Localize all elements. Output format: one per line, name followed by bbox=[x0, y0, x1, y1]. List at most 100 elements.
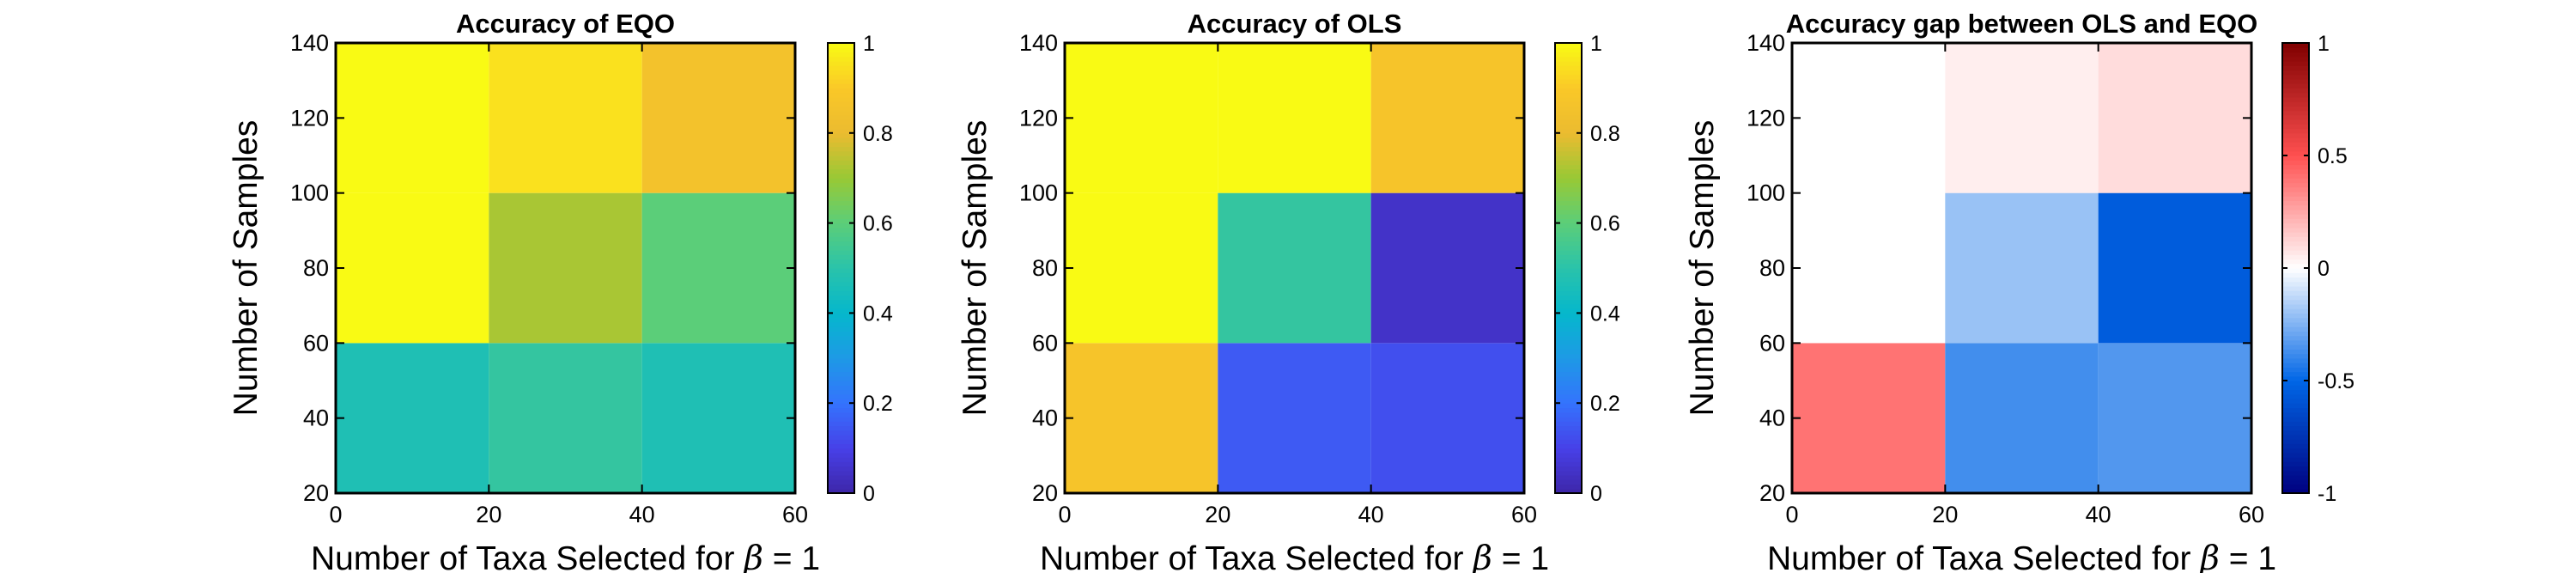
colorbar-segment bbox=[1555, 466, 1582, 472]
colorbar-segment bbox=[2282, 65, 2309, 71]
colorbar-segment bbox=[1555, 452, 1582, 458]
colorbar-segment bbox=[1555, 443, 1582, 449]
panel-ols-accuracy: Accuracy of OLS 0 20 40 60 20 40 60 80 1… bbox=[957, 9, 1620, 573]
beta-symbol: β bbox=[742, 539, 763, 573]
colorbar-segment bbox=[828, 317, 854, 323]
colorbar-segment bbox=[828, 461, 854, 467]
colorbar-segment bbox=[1555, 385, 1582, 391]
y-tick-label: 120 bbox=[290, 105, 329, 131]
x-tick-label: 20 bbox=[476, 502, 501, 527]
colorbar-segment bbox=[1555, 254, 1582, 260]
colorbar-segment bbox=[1555, 421, 1582, 426]
colorbar-segment bbox=[2282, 470, 2309, 476]
heatmap-cell bbox=[2098, 343, 2251, 493]
y-axis-label: Number of Samples bbox=[957, 120, 993, 417]
x-tick-label: 60 bbox=[782, 502, 808, 527]
y-tick-label: 140 bbox=[290, 30, 329, 56]
colorbar-segment bbox=[1555, 299, 1582, 305]
colorbar-segment bbox=[2282, 277, 2309, 283]
colorbar-segment bbox=[2282, 250, 2309, 255]
colorbar-segment bbox=[828, 128, 854, 134]
panel-eqo-accuracy: Accuracy of EQO 0 20 40 60 20 40 60 80 1… bbox=[228, 9, 893, 573]
colorbar-segment bbox=[1555, 434, 1582, 440]
colorbar-segment bbox=[1555, 367, 1582, 373]
colorbar-segment bbox=[828, 285, 854, 291]
colorbar-segment bbox=[828, 407, 854, 413]
colorbar-segment bbox=[1555, 317, 1582, 323]
colorbar-segment bbox=[1555, 182, 1582, 188]
colorbar-segment bbox=[2282, 191, 2309, 197]
x-tick-label: 60 bbox=[2239, 502, 2264, 527]
colorbar-tick-label: 0.4 bbox=[863, 302, 893, 326]
colorbar-tick-label: 0 bbox=[1590, 482, 1602, 506]
colorbar-segment bbox=[828, 191, 854, 197]
colorbar-tick-label: 0 bbox=[863, 482, 875, 506]
colorbar-segment bbox=[1555, 142, 1582, 148]
colorbar-segment bbox=[2282, 74, 2309, 80]
colorbar-segment bbox=[1555, 119, 1582, 125]
colorbar-segment bbox=[1555, 375, 1582, 381]
colorbar-segment bbox=[2282, 204, 2309, 210]
colorbar-tick-label: 0 bbox=[2318, 257, 2330, 281]
colorbar-segment bbox=[828, 363, 854, 368]
colorbar-segment bbox=[1555, 60, 1582, 66]
colorbar-segment bbox=[2282, 385, 2309, 391]
y-axis-label: Number of Samples bbox=[1684, 120, 1721, 417]
colorbar-segment bbox=[828, 416, 854, 422]
colorbar-segment bbox=[828, 83, 854, 88]
x-tick-label: 40 bbox=[629, 502, 655, 527]
colorbar-segment bbox=[828, 403, 854, 409]
colorbar-segment bbox=[1555, 78, 1582, 84]
colorbar-segment bbox=[1555, 106, 1582, 112]
colorbar-segment bbox=[1555, 236, 1582, 242]
colorbar-segment bbox=[1555, 411, 1582, 418]
y-tick-label: 140 bbox=[1747, 30, 1785, 56]
colorbar-frame bbox=[827, 42, 855, 494]
x-axis-label: Number of Taxa Selected for β = 1 bbox=[1767, 539, 2276, 573]
colorbar-segment bbox=[828, 142, 854, 148]
colorbar-segment bbox=[828, 232, 854, 237]
colorbar-tick-label: 0.2 bbox=[1590, 392, 1620, 416]
colorbar-segment bbox=[2282, 353, 2309, 359]
colorbar-segment bbox=[828, 119, 854, 125]
colorbar-segment bbox=[2282, 421, 2309, 426]
colorbar-segment bbox=[828, 393, 854, 399]
colorbar-segment bbox=[1555, 430, 1582, 436]
colorbar-segment bbox=[2282, 349, 2309, 355]
colorbar-segment bbox=[1555, 484, 1582, 490]
y-tick-label: 100 bbox=[1747, 180, 1785, 206]
colorbar-segment bbox=[828, 375, 854, 381]
colorbar-segment bbox=[2282, 106, 2309, 112]
colorbar-segment bbox=[1555, 357, 1582, 363]
colorbar-segment bbox=[1555, 132, 1582, 138]
heatmap-cell bbox=[1218, 343, 1371, 493]
colorbar-segment bbox=[1555, 88, 1582, 94]
colorbar-segment bbox=[828, 381, 854, 386]
colorbar-segment bbox=[2282, 268, 2309, 273]
x-tick-label: 0 bbox=[1785, 502, 1798, 527]
colorbar-segment bbox=[1555, 416, 1582, 422]
colorbar-segment bbox=[1555, 74, 1582, 80]
y-tick-label: 60 bbox=[1759, 330, 1785, 356]
colorbar-segment bbox=[828, 439, 854, 444]
y-tick-label: 100 bbox=[290, 180, 329, 206]
colorbar-segment bbox=[2282, 425, 2309, 431]
colorbar-segment bbox=[828, 457, 854, 462]
colorbar-segment bbox=[1555, 164, 1582, 170]
colorbar-segment bbox=[2282, 43, 2309, 48]
colorbar-segment bbox=[2282, 295, 2309, 301]
colorbar-segment bbox=[2282, 214, 2309, 219]
colorbar-segment bbox=[2282, 488, 2309, 494]
colorbar-segment bbox=[2282, 186, 2309, 192]
colorbar-segment bbox=[1555, 110, 1582, 116]
colorbar-segment bbox=[1555, 285, 1582, 291]
colorbar-segment bbox=[2282, 168, 2309, 174]
colorbar-segment bbox=[2282, 416, 2309, 422]
colorbar-segment bbox=[2282, 479, 2309, 485]
colorbar-segment bbox=[1555, 227, 1582, 233]
colorbar-segment bbox=[828, 52, 854, 58]
colorbar-segment bbox=[828, 173, 854, 179]
heatmap-cell bbox=[1792, 343, 1946, 493]
colorbar-segment bbox=[2282, 241, 2309, 247]
colorbar-segment bbox=[828, 367, 854, 373]
